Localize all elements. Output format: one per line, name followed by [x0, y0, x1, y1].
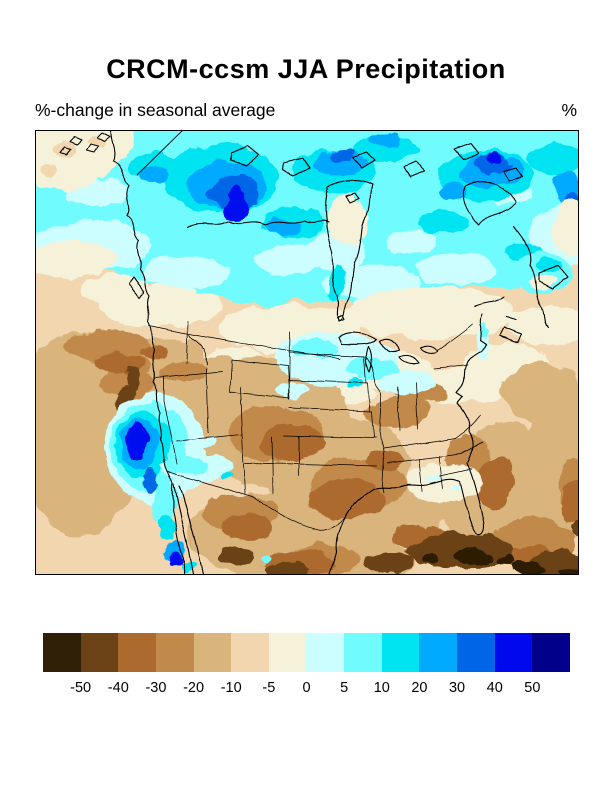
figure-title: CRCM-ccsm JJA Precipitation [106, 54, 506, 84]
colorbar-cell [231, 633, 269, 672]
colorbar-tick-label: -5 [262, 680, 276, 696]
colorbar-cell [118, 633, 156, 672]
colorbar-tick-label: -20 [183, 680, 205, 696]
alaska-bc-border-line [136, 131, 183, 176]
colorbar-tick-label: -40 [107, 680, 129, 696]
colorbar-cell [457, 633, 495, 672]
colorbar-tick-label: 50 [524, 680, 541, 696]
precipitation-contour-map [36, 131, 578, 574]
colorbar-cell [155, 633, 194, 672]
colorbar-tick-label: -10 [220, 680, 242, 696]
colorbar-cell [494, 633, 533, 672]
figure-subtitle: %-change in seasonal average [35, 100, 276, 120]
arctic-positive-zone [36, 131, 578, 306]
map-frame [35, 130, 579, 575]
colorbar [43, 633, 570, 672]
colorbar-tick-label: 5 [340, 680, 349, 696]
colorbar-tick-label: -30 [145, 680, 167, 696]
colorbar-tick-label: 20 [411, 680, 428, 696]
coastlines [59, 131, 568, 574]
colorbar-cell [268, 633, 307, 672]
colorbar-cell [193, 633, 232, 672]
units-label: % [561, 100, 577, 120]
colorbar-cell [80, 633, 119, 672]
colorbar-tick-label: 0 [302, 680, 311, 696]
colorbar-tick-label: -50 [70, 680, 92, 696]
state-borders [148, 320, 483, 531]
colorbar-cell [306, 633, 345, 672]
colorbar-cell [419, 633, 458, 672]
colorbar-tick-label: 30 [448, 680, 466, 696]
colorbar-tick-label: 40 [486, 680, 503, 696]
colorbar-cell [381, 633, 420, 672]
colorbar-ticks: -50 -40 -30 -20 -10 -5 0 5 10 20 30 40 50 [43, 680, 570, 698]
colorbar-cell [344, 633, 382, 672]
colorbar-cell [43, 633, 81, 672]
colorbar-tick-label: 10 [373, 680, 390, 696]
colorbar-cell [532, 633, 570, 672]
